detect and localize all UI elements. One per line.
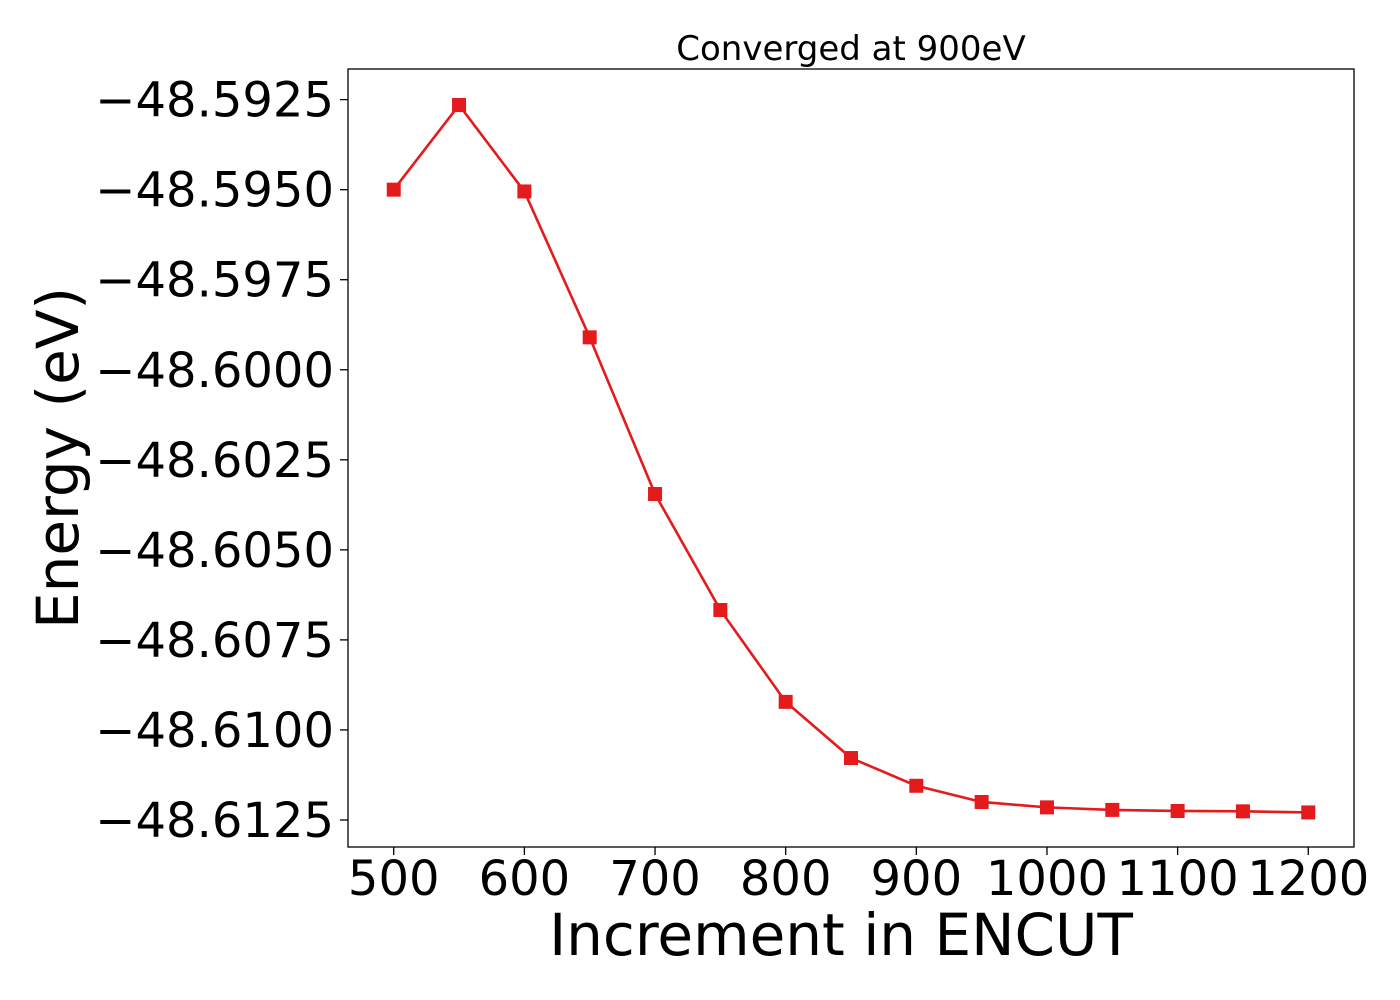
- x-tick-label: 1000: [986, 851, 1108, 907]
- data-point-marker: [648, 487, 663, 502]
- series-line: [392, 103, 1309, 814]
- x-tick-label: 900: [871, 851, 963, 907]
- data-point-marker: [713, 603, 728, 617]
- data-series: [386, 98, 1316, 820]
- y-tick-label: −48.6125: [95, 793, 334, 849]
- data-point-marker: [452, 98, 467, 113]
- data-point-marker: [909, 778, 924, 793]
- data-point-marker: [844, 751, 858, 766]
- x-tick-label: 1200: [1247, 851, 1369, 907]
- y-tick-label: −48.5925: [95, 73, 334, 129]
- chart-title: Converged at 900eV: [676, 29, 1025, 69]
- data-point-marker: [1105, 802, 1120, 817]
- y-axis-label: Energy (eV): [24, 287, 92, 629]
- data-point-marker: [1170, 803, 1185, 818]
- x-axis-label: Increment in ENCUT: [549, 901, 1133, 969]
- data-point-marker: [582, 330, 597, 345]
- y-tick-label: −48.5950: [95, 163, 334, 219]
- y-tick-label: −48.5975: [95, 253, 334, 309]
- x-tick-label: 1100: [1117, 851, 1239, 907]
- x-tick-label: 700: [609, 851, 701, 907]
- x-axis-ticks: 500 600 700 800 900 1000 1100 1200: [348, 847, 1369, 907]
- plot-frame: [347, 68, 1355, 848]
- y-axis-ticks: −48.5925 −48.5950 −48.5975 −48.6000 −48.6025…: [95, 73, 348, 849]
- y-tick-label: −48.6050: [95, 523, 334, 579]
- data-point-marker: [778, 694, 793, 709]
- data-point-marker: [974, 794, 989, 809]
- data-point-marker: [386, 182, 401, 197]
- y-tick-label: −48.6100: [95, 703, 334, 759]
- y-tick-label: −48.6025: [95, 433, 334, 489]
- y-tick-label: −48.6075: [95, 613, 334, 669]
- data-point-marker: [1039, 800, 1054, 815]
- x-tick-label: 800: [740, 851, 832, 907]
- data-point-marker: [517, 184, 532, 199]
- x-tick-label: 500: [348, 851, 440, 907]
- data-point-marker: [1235, 804, 1250, 819]
- data-point-marker: [1301, 805, 1316, 820]
- x-tick-label: 600: [479, 851, 571, 907]
- y-tick-label: −48.6000: [95, 343, 334, 399]
